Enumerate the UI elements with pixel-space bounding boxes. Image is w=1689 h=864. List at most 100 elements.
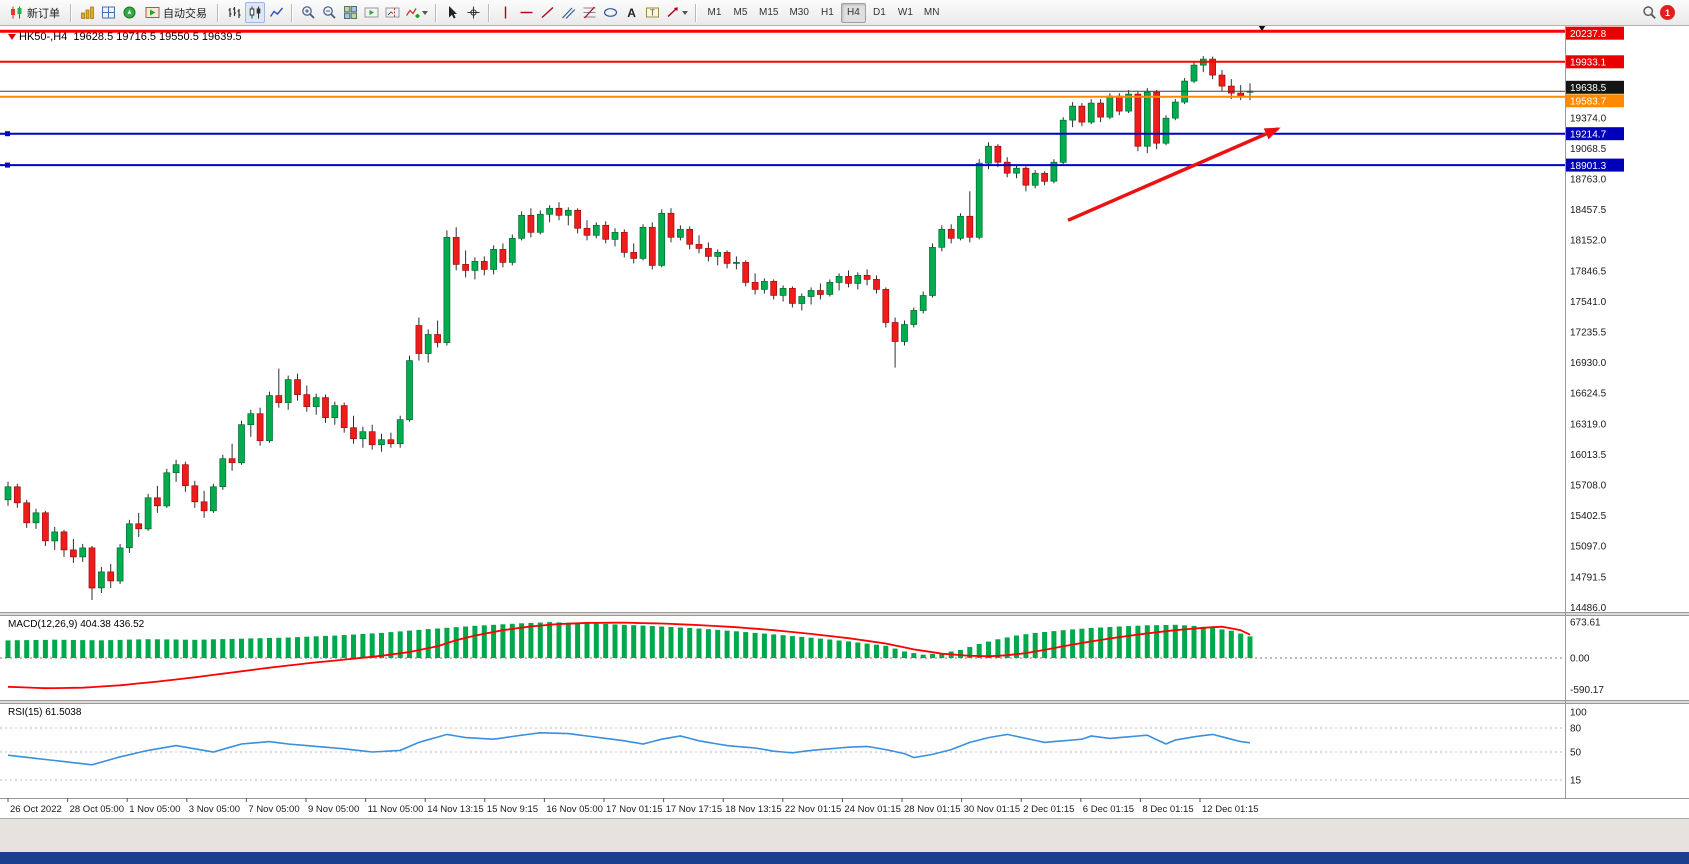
price-axis-label: 15097.0 — [1570, 542, 1607, 553]
crosshair-button[interactable] — [463, 2, 483, 23]
timeframe-h4-button[interactable]: H4 — [840, 2, 866, 23]
text-label-button[interactable]: T — [642, 2, 662, 23]
zoom-in-icon — [301, 6, 315, 19]
candle-body — [228, 458, 236, 464]
time-axis-label: 28 Oct 05:00 — [70, 804, 124, 815]
hline-handle[interactable] — [5, 131, 10, 137]
candle-body — [826, 282, 834, 295]
arrows-tool-button[interactable] — [663, 2, 690, 23]
auto-scroll-button[interactable] — [361, 2, 381, 23]
market-watch-button[interactable] — [98, 2, 118, 23]
macd-histogram-bar — [1144, 625, 1150, 658]
timeframe-m30-button[interactable]: M30 — [784, 3, 813, 23]
timeframe-m1-button[interactable]: M1 — [702, 3, 727, 23]
candle-body — [1050, 161, 1058, 182]
macd-histogram-bar — [407, 630, 412, 658]
macd-histogram-bar — [584, 623, 590, 658]
price-axis-label: 15708.0 — [1570, 480, 1607, 491]
macd-histogram-bar — [267, 638, 272, 658]
search-button[interactable] — [1639, 2, 1659, 23]
price-axis-label: 18763.0 — [1570, 174, 1607, 185]
cursor-button[interactable] — [442, 2, 462, 23]
time-axis-label: 3 Nov 05:00 — [189, 804, 240, 815]
candle-body — [798, 296, 806, 304]
toolbar-separator — [70, 3, 72, 22]
candle-body — [79, 547, 87, 558]
macd-histogram-bar — [80, 640, 86, 658]
pane-splitter[interactable] — [0, 612, 1689, 616]
text-button[interactable]: A — [621, 2, 641, 23]
time-axis-label: 15 Nov 9:15 — [487, 804, 538, 815]
macd-histogram-bar — [986, 641, 991, 658]
candle-body — [340, 405, 348, 428]
macd-histogram-bar — [621, 624, 627, 658]
candle-body — [247, 413, 255, 426]
status-bar — [0, 852, 1689, 864]
hline-handle[interactable] — [5, 162, 10, 168]
trendline-button[interactable] — [537, 2, 557, 23]
candle-body — [863, 275, 871, 280]
new-order-button[interactable]: 新订单 — [4, 2, 65, 23]
candle-body — [23, 502, 31, 524]
autotrading-button[interactable]: 自动交易 — [140, 2, 212, 23]
ohlc-bars-icon — [228, 7, 240, 18]
price-label-box — [1566, 158, 1624, 172]
channel-button[interactable] — [558, 2, 578, 23]
notification-badge[interactable]: 1 — [1660, 5, 1675, 20]
candle-body — [985, 145, 992, 164]
zoom-out-button[interactable] — [319, 2, 339, 23]
toolbar-separator — [695, 3, 697, 22]
candlestick-chart-button[interactable] — [245, 2, 265, 23]
toolbar-separator — [217, 3, 219, 22]
candle-body — [1087, 102, 1095, 123]
timeframe-m15-button[interactable]: M15 — [754, 3, 783, 23]
horizontal-line-button[interactable] — [516, 2, 536, 23]
macd-histogram-bar — [192, 639, 198, 658]
price-label-box — [1566, 80, 1624, 94]
price-label: 19638.5 — [1570, 83, 1607, 94]
charts-button[interactable] — [77, 2, 97, 23]
chart-shift-button[interactable] — [382, 2, 402, 23]
timeframe-m5-button[interactable]: M5 — [728, 3, 753, 23]
time-axis-label: 24 Nov 01:15 — [844, 804, 901, 815]
window-footer — [0, 818, 1689, 852]
timeframe-w1-button[interactable]: W1 — [893, 3, 918, 23]
macd-histogram-bar — [612, 624, 618, 658]
indicators-icon — [405, 8, 420, 18]
price-axis-label: 17235.5 — [1570, 327, 1607, 338]
candle-body — [714, 252, 722, 257]
tile-windows-button[interactable] — [340, 2, 360, 23]
candle-body — [583, 227, 591, 236]
candle-body — [51, 531, 59, 542]
zoom-in-button[interactable] — [298, 2, 318, 23]
timeframe-mn-button[interactable]: MN — [919, 3, 945, 23]
shapes-button[interactable] — [600, 2, 620, 23]
candle-body — [191, 485, 199, 503]
vertical-line-button[interactable] — [495, 2, 515, 23]
candle-body — [919, 295, 927, 311]
line-chart-button[interactable] — [266, 2, 286, 23]
rsi-scale-label: 100 — [1570, 708, 1587, 719]
new-order-label: 新订单 — [27, 7, 60, 20]
navigator-button[interactable] — [119, 2, 139, 23]
trend-arrow[interactable] — [1067, 127, 1281, 222]
fibonacci-button[interactable] — [579, 2, 599, 23]
candle-body — [172, 464, 180, 474]
macd-histogram-bar — [491, 624, 497, 658]
indicators-button[interactable] — [403, 2, 430, 23]
bar-chart-button[interactable] — [224, 2, 244, 23]
timeframe-d1-button[interactable]: D1 — [867, 3, 892, 23]
candle-body — [396, 419, 404, 445]
timeframe-h1-button[interactable]: H1 — [815, 3, 840, 23]
macd-histogram-bar — [33, 640, 39, 658]
pane-splitter[interactable] — [0, 700, 1689, 704]
macd-histogram-bar — [808, 637, 814, 658]
price-axis-label: 14791.5 — [1570, 572, 1607, 583]
macd-histogram-bar — [780, 635, 786, 658]
macd-histogram-bar — [1051, 631, 1057, 658]
macd-histogram-bar — [939, 653, 945, 658]
candle-body — [275, 395, 283, 403]
macd-histogram-bar — [154, 639, 160, 658]
